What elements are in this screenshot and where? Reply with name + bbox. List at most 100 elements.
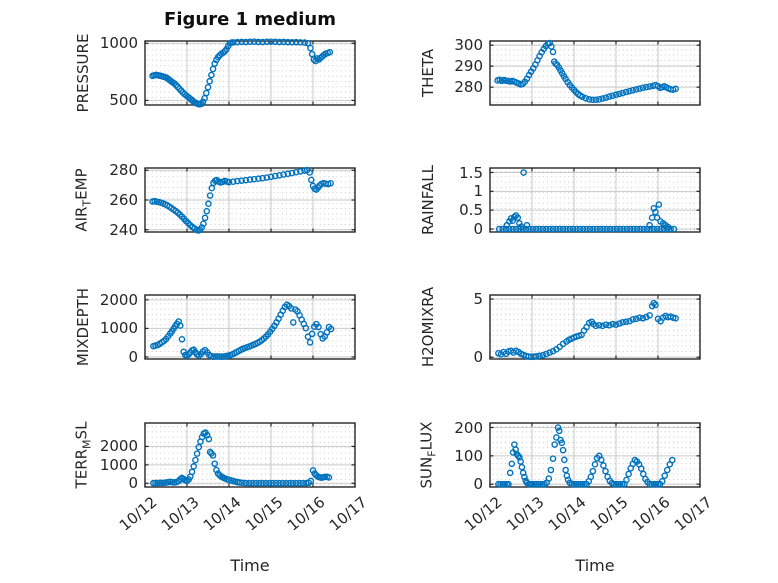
data-point-marker bbox=[626, 87, 633, 95]
data-point-marker bbox=[267, 38, 275, 45]
data-point-marker bbox=[176, 322, 184, 329]
data-point-marker bbox=[592, 96, 600, 104]
data-point-marker bbox=[602, 321, 610, 328]
data-point-marker bbox=[301, 39, 308, 46]
data-point-marker bbox=[652, 480, 660, 488]
data-point-marker bbox=[188, 468, 196, 476]
data-point-marker bbox=[576, 225, 584, 233]
data-point-marker bbox=[532, 225, 540, 233]
data-point-marker bbox=[288, 169, 296, 177]
data-point-marker bbox=[279, 479, 287, 487]
data-point-marker bbox=[614, 480, 622, 488]
data-point-marker bbox=[549, 48, 557, 56]
data-point-marker bbox=[272, 479, 280, 487]
data-point-marker bbox=[642, 83, 650, 91]
data-point-marker bbox=[646, 480, 653, 488]
x-tick-label: 10/12 bbox=[460, 493, 506, 535]
data-point-marker bbox=[646, 221, 653, 229]
y-axis-label-terrmsl: TERRMSL bbox=[72, 421, 94, 489]
data-point-marker bbox=[229, 178, 237, 185]
data-point-marker bbox=[661, 472, 669, 479]
data-point-marker bbox=[225, 178, 233, 186]
data-point-marker bbox=[545, 475, 553, 482]
data-point-marker bbox=[259, 38, 266, 46]
y-tick-label: 0 bbox=[128, 348, 138, 366]
y-tick-label: 2000 bbox=[99, 290, 138, 309]
data-point-marker bbox=[536, 352, 543, 360]
data-point-marker bbox=[653, 214, 661, 221]
data-point-marker bbox=[657, 225, 664, 233]
data-point-marker bbox=[514, 452, 522, 460]
data-point-marker bbox=[590, 225, 597, 233]
data-point-marker bbox=[239, 479, 246, 487]
data-point-marker bbox=[658, 478, 666, 485]
data-point-marker bbox=[506, 225, 513, 233]
data-point-marker bbox=[583, 225, 590, 233]
data-point-marker bbox=[672, 85, 679, 93]
figure-title: Figure 1 medium bbox=[164, 9, 336, 30]
data-point-marker bbox=[603, 225, 611, 233]
data-point-marker bbox=[252, 479, 260, 487]
data-point-marker bbox=[539, 225, 547, 233]
data-point-marker bbox=[292, 168, 300, 176]
data-point-marker bbox=[579, 93, 586, 101]
data-point-marker bbox=[263, 174, 271, 181]
data-point-marker bbox=[520, 169, 527, 176]
data-point-marker bbox=[602, 467, 609, 475]
data-point-marker bbox=[262, 479, 270, 487]
data-point-marker bbox=[238, 177, 245, 184]
data-point-marker bbox=[203, 207, 211, 215]
data-point-marker bbox=[626, 317, 633, 325]
data-point-marker bbox=[553, 225, 560, 233]
data-point-marker bbox=[613, 225, 621, 233]
data-point-marker bbox=[497, 480, 504, 488]
data-point-marker bbox=[204, 83, 212, 91]
data-point-marker bbox=[307, 477, 315, 485]
y-tick-label: 0 bbox=[473, 475, 483, 494]
data-point-marker bbox=[598, 456, 605, 464]
data-point-marker bbox=[195, 443, 203, 451]
data-point-marker bbox=[587, 473, 595, 481]
data-point-marker bbox=[205, 435, 213, 443]
data-point-marker bbox=[556, 225, 564, 233]
data-point-marker bbox=[236, 479, 243, 486]
data-point-marker bbox=[637, 225, 644, 233]
data-point-marker bbox=[595, 321, 603, 329]
data-point-marker bbox=[518, 463, 526, 471]
data-point-marker bbox=[646, 83, 653, 90]
data-point-marker bbox=[282, 479, 290, 487]
data-point-marker bbox=[592, 322, 600, 330]
data-point-marker bbox=[572, 480, 580, 488]
data-point-marker bbox=[629, 87, 637, 94]
data-point-marker bbox=[637, 465, 645, 472]
data-point-marker bbox=[292, 479, 300, 487]
x-tick-label: 10/13 bbox=[502, 493, 548, 535]
data-point-marker bbox=[648, 480, 655, 488]
data-point-marker bbox=[625, 470, 632, 478]
data-point-marker bbox=[292, 38, 300, 46]
data-point-marker bbox=[568, 480, 576, 488]
y-tick-label: 1000 bbox=[99, 319, 138, 338]
data-point-marker bbox=[650, 480, 658, 488]
data-point-marker bbox=[547, 466, 555, 474]
data-point-marker bbox=[646, 312, 653, 319]
data-point-marker bbox=[558, 439, 566, 447]
data-point-marker bbox=[668, 456, 676, 464]
x-tick-label: 10/16 bbox=[628, 493, 674, 535]
x-tick-label: 10/12 bbox=[115, 493, 161, 535]
y-tick-label: 1 bbox=[473, 182, 483, 201]
data-point-marker bbox=[566, 225, 574, 233]
x-axis-label: Time bbox=[230, 556, 270, 575]
data-point-marker bbox=[609, 320, 616, 328]
data-point-marker bbox=[505, 480, 512, 488]
data-point-marker bbox=[269, 479, 276, 487]
data-point-marker bbox=[286, 479, 293, 487]
data-point-marker bbox=[632, 315, 640, 323]
data-point-marker bbox=[582, 94, 590, 102]
data-point-marker bbox=[650, 299, 658, 307]
data-point-marker bbox=[271, 172, 279, 180]
data-point-marker bbox=[249, 479, 256, 487]
data-point-marker bbox=[259, 174, 266, 182]
data-point-marker bbox=[670, 225, 678, 233]
data-point-marker bbox=[616, 225, 624, 233]
